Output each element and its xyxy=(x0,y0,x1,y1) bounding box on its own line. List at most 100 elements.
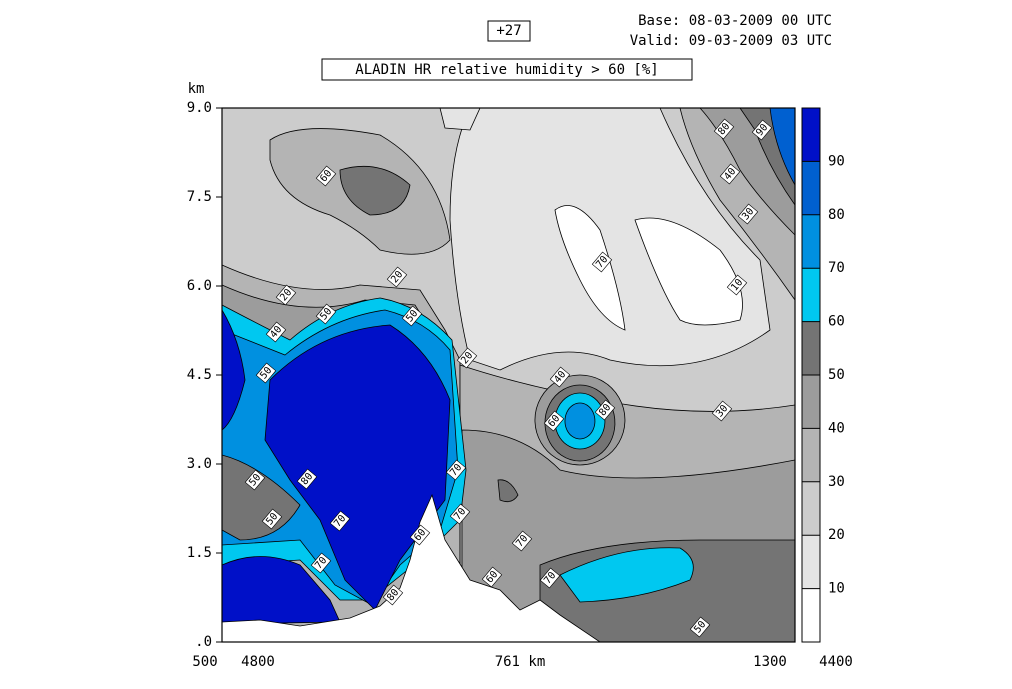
contour-label: 70 xyxy=(445,459,467,481)
contour-label: 50 xyxy=(689,616,711,638)
y-tick-label: 6.0 xyxy=(187,278,212,294)
contour-label-box xyxy=(382,584,404,606)
contour-field: 60 20 20 50 40 50 20 50 40 60 80 70 10 80 90 40 30 30 50 80… xyxy=(221,107,796,643)
colorbar-tick-label: 60 xyxy=(828,314,845,330)
x-label: 4800 xyxy=(241,654,275,670)
contour-label-box xyxy=(310,552,332,574)
contour-label-box xyxy=(315,303,337,325)
contour-label-box xyxy=(456,347,478,369)
contour-region xyxy=(339,165,411,216)
contour-region xyxy=(221,454,301,541)
contour-label-box xyxy=(329,510,351,532)
y-tick-label: 9.0 xyxy=(187,100,212,116)
contour-label-box xyxy=(511,530,533,552)
colorbar-segment xyxy=(802,321,820,375)
contour-region xyxy=(554,205,626,331)
forecast-step: +27 xyxy=(496,23,521,39)
contour-label: 40 xyxy=(549,366,571,388)
colorbar-segment xyxy=(802,108,820,162)
contour-label: 60 xyxy=(481,566,503,588)
y-tick-label: 1.5 xyxy=(187,545,212,561)
contour-label: 70 xyxy=(449,503,471,525)
contour-label: 50 xyxy=(255,362,277,384)
contour-label-box xyxy=(543,410,565,432)
contour-region xyxy=(564,402,596,440)
contour-label-box xyxy=(315,165,337,187)
colorbar-segment xyxy=(802,428,820,482)
contour-label-box xyxy=(386,266,408,288)
contour-label-box xyxy=(255,362,277,384)
base-time: Base: 08-03-2009 00 UTC xyxy=(638,13,832,29)
colorbar-segment xyxy=(802,481,820,536)
contour-label-box xyxy=(689,616,711,638)
colorbar-segment xyxy=(802,375,820,429)
contour-region xyxy=(264,324,451,611)
contour-label: 50 xyxy=(401,305,423,327)
colorbar-segment xyxy=(802,268,820,322)
y-axis-label: km xyxy=(188,81,205,97)
contour-label: 50 xyxy=(261,508,283,530)
contour-label: 20 xyxy=(386,266,408,288)
contour-label: 20 xyxy=(275,284,297,306)
contour-label: 80 xyxy=(296,468,318,490)
valid-time: Valid: 09-03-2009 03 UTC xyxy=(630,33,832,49)
y-tick-label: .0 xyxy=(195,634,212,650)
contour-region xyxy=(221,308,246,431)
chart-title: ALADIN HR relative humidity > 60 [%] xyxy=(355,62,658,78)
x-label: 1300 xyxy=(753,654,787,670)
y-tick-label: 7.5 xyxy=(187,189,212,205)
contour-label-box xyxy=(737,203,759,225)
contour-label-box xyxy=(591,251,613,273)
contour-label: 80 xyxy=(594,399,616,421)
contour-label-box xyxy=(713,118,735,140)
colorbar-tick-label: 50 xyxy=(828,367,845,383)
contour-label-box xyxy=(481,566,503,588)
colorbar-tick-label: 20 xyxy=(828,527,845,543)
contour-label: 60 xyxy=(315,165,337,187)
contour-label-box xyxy=(401,305,423,327)
x-label: 761 km xyxy=(495,654,546,670)
contour-region xyxy=(221,493,602,643)
contour-label: 30 xyxy=(737,203,759,225)
contour-label: 30 xyxy=(711,400,733,422)
contour-label: 40 xyxy=(265,321,287,343)
contour-label-box xyxy=(296,468,318,490)
y-tick-label: 3.0 xyxy=(187,456,212,472)
x-label: 4400 xyxy=(819,654,853,670)
colorbar-tick-label: 30 xyxy=(828,474,845,490)
contour-label: 60 xyxy=(409,524,431,546)
contour-label: 50 xyxy=(244,469,266,491)
contour-label: 70 xyxy=(511,530,533,552)
contour-label: 70 xyxy=(539,567,561,589)
contour-label-box xyxy=(751,119,773,141)
contour-label: 60 xyxy=(543,410,565,432)
contour-region xyxy=(497,479,519,503)
contour-label: 90 xyxy=(751,119,773,141)
colorbar-tick-label: 90 xyxy=(828,153,845,169)
contour-label-box xyxy=(549,366,571,388)
contour-label-box xyxy=(449,503,471,525)
contour-label: 10 xyxy=(726,274,748,296)
contour-label: 80 xyxy=(382,584,404,606)
contour-label: 40 xyxy=(719,163,741,185)
y-tick-label: 4.5 xyxy=(187,367,212,383)
contour-label-box xyxy=(445,459,467,481)
contour-label: 20 xyxy=(456,347,478,369)
contour-label-box xyxy=(409,524,431,546)
contour-label: 50 xyxy=(315,303,337,325)
title-box xyxy=(321,58,693,81)
contour-label-box xyxy=(265,321,287,343)
contour-label-box xyxy=(261,508,283,530)
contour-label-box xyxy=(244,469,266,491)
contour-region xyxy=(221,556,341,625)
contour-label: 70 xyxy=(310,552,332,574)
colorbar-segment xyxy=(802,161,820,215)
contour-label-box xyxy=(711,400,733,422)
colorbar-segment xyxy=(802,588,820,642)
x-label: 500 xyxy=(192,654,217,670)
contour-label: 70 xyxy=(591,251,613,273)
colorbar-tick-label: 40 xyxy=(828,420,845,436)
step-box xyxy=(487,20,531,42)
contour-label: 80 xyxy=(713,118,735,140)
